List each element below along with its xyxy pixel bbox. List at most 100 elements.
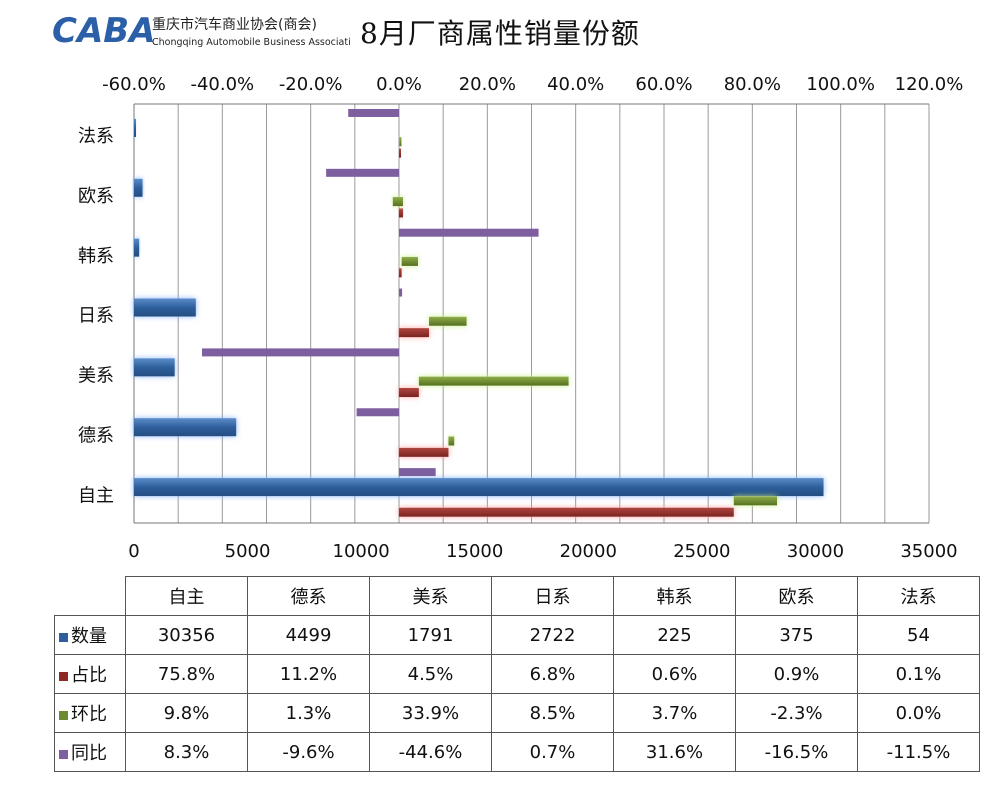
bar-同比-韩系 bbox=[399, 228, 539, 237]
table-row-label: 占比 bbox=[54, 654, 126, 694]
table-cell: 3.7% bbox=[613, 693, 736, 733]
bar-数量-韩系 bbox=[134, 238, 140, 257]
table-cell: 54 bbox=[857, 615, 980, 655]
table-row: 环比 9.8% 1.3% 33.9% 8.5% 3.7% -2.3% 0.0% bbox=[54, 693, 980, 733]
table-cell: 2722 bbox=[491, 615, 614, 655]
table-cell: -16.5% bbox=[735, 732, 858, 772]
table-cell: -11.5% bbox=[857, 732, 980, 772]
table-cell: 0.6% bbox=[613, 654, 736, 694]
category-label: 欧系 bbox=[78, 186, 114, 207]
grid-lines bbox=[133, 103, 930, 524]
table-cell: -2.3% bbox=[735, 693, 858, 733]
bar-占比-韩系 bbox=[399, 268, 402, 278]
top-axis-tick-label: 40.0% bbox=[547, 74, 604, 95]
bar-环比-德系 bbox=[448, 436, 455, 446]
bar-占比-德系 bbox=[399, 447, 449, 457]
table-row: 数量 30356 4499 1791 2722 225 375 54 bbox=[54, 615, 980, 655]
table-header-cell: 法系 bbox=[857, 576, 980, 616]
row-label-text: 占比 bbox=[71, 665, 107, 686]
logo-caba-text: CABA bbox=[52, 11, 156, 51]
table-cell: 31.6% bbox=[613, 732, 736, 772]
table-cell: 6.8% bbox=[491, 654, 614, 694]
table-cell: 33.9% bbox=[369, 693, 492, 733]
bottom-axis-tick-label: 5000 bbox=[225, 541, 271, 562]
bar-数量-美系 bbox=[134, 358, 175, 377]
category-label: 日系 bbox=[78, 306, 114, 327]
table-row-label: 数量 bbox=[54, 615, 126, 655]
table-cell: 0.1% bbox=[857, 654, 980, 694]
top-axis-tick-label: 0.0% bbox=[376, 74, 422, 95]
bar-环比-欧系 bbox=[392, 197, 403, 207]
table-header-cell: 韩系 bbox=[613, 576, 736, 616]
table-cell: 4499 bbox=[247, 615, 370, 655]
bar-同比-美系 bbox=[202, 348, 399, 357]
table-header-cell: 欧系 bbox=[735, 576, 858, 616]
table-header-cell: 美系 bbox=[369, 576, 492, 616]
table-row: 占比 75.8% 11.2% 4.5% 6.8% 0.6% 0.9% 0.1% bbox=[54, 654, 980, 694]
table-cell: -9.6% bbox=[247, 732, 370, 772]
bar-数量-法系 bbox=[134, 118, 136, 137]
table-cell: 8.5% bbox=[491, 693, 614, 733]
bar-同比-自主 bbox=[399, 468, 436, 477]
table-header-cell: 日系 bbox=[491, 576, 614, 616]
table-cell: 0.0% bbox=[857, 693, 980, 733]
bar-数量-日系 bbox=[134, 298, 196, 317]
bar-环比-自主 bbox=[733, 496, 778, 506]
logo-org-name-en: Chongqing Automobile Business Associatio… bbox=[152, 37, 350, 48]
table-cell: 375 bbox=[735, 615, 858, 655]
data-table-area: 自主 德系 美系 日系 韩系 欧系 法系 数量 30356 4499 1791 2722 225 375 5… bbox=[54, 576, 980, 772]
bar-占比-欧系 bbox=[399, 208, 403, 218]
table-row-label: 同比 bbox=[54, 732, 126, 772]
category-label: 美系 bbox=[78, 366, 114, 387]
top-axis-tick-label: -40.0% bbox=[190, 74, 254, 95]
caba-logo: CABA 重庆市汽车商业协会(商会) Chongqing Automobile … bbox=[50, 8, 363, 54]
legend-key-icon bbox=[59, 671, 68, 681]
legend-key-icon bbox=[59, 710, 68, 720]
bar-同比-法系 bbox=[348, 108, 399, 117]
bar-占比-日系 bbox=[399, 328, 430, 338]
table-cell: 1.3% bbox=[247, 693, 370, 733]
category-label: 韩系 bbox=[78, 246, 114, 267]
logo-org-name-cn: 重庆市汽车商业协会(商会) bbox=[152, 16, 317, 33]
caba-logo-mark: CABA 重庆市汽车商业协会(商会) Chongqing Automobile … bbox=[52, 11, 363, 51]
category-label: 德系 bbox=[78, 425, 114, 446]
top-axis-tick-label: 80.0% bbox=[724, 74, 781, 95]
bar-同比-日系 bbox=[399, 288, 403, 297]
axis-labels: -60.0% -40.0% -20.0% 0.0% 20.0% 40.0% 60.0% 80.… bbox=[78, 74, 963, 562]
table-corner-cell bbox=[54, 576, 126, 616]
table-cell: 1791 bbox=[369, 615, 492, 655]
bar-数量-自主 bbox=[134, 478, 824, 497]
table-cell: 8.3% bbox=[125, 732, 248, 772]
bottom-axis-tick-label: 25000 bbox=[673, 541, 730, 562]
bar-占比-自主 bbox=[399, 507, 734, 517]
chart-title: 8月厂商属性销量份额 bbox=[360, 17, 640, 50]
bar-环比-美系 bbox=[418, 376, 569, 386]
table-cell: 9.8% bbox=[125, 693, 248, 733]
table-cell: 0.9% bbox=[735, 654, 858, 694]
bar-数量-欧系 bbox=[134, 178, 143, 197]
bars bbox=[134, 108, 824, 517]
table-cell: 75.8% bbox=[125, 654, 248, 694]
top-axis-tick-label: -20.0% bbox=[279, 74, 343, 95]
row-label-text: 环比 bbox=[71, 704, 107, 725]
top-axis-tick-label: -60.0% bbox=[102, 74, 166, 95]
bottom-axis-tick-label: 20000 bbox=[560, 541, 617, 562]
legend-key-icon bbox=[59, 632, 68, 642]
bar-环比-韩系 bbox=[401, 256, 418, 266]
top-axis-tick-label: 120.0% bbox=[895, 74, 964, 95]
bottom-axis-tick-label: 35000 bbox=[900, 541, 957, 562]
table-cell: 225 bbox=[613, 615, 736, 655]
bottom-axis-tick-label: 30000 bbox=[787, 541, 844, 562]
bottom-axis-tick-label: 10000 bbox=[333, 541, 390, 562]
top-axis-tick-label: 100.0% bbox=[806, 74, 875, 95]
table-cell: 0.7% bbox=[491, 732, 614, 772]
table-cell: -44.6% bbox=[369, 732, 492, 772]
row-label-text: 同比 bbox=[71, 743, 107, 764]
row-label-text: 数量 bbox=[71, 626, 107, 647]
bottom-axis-tick-label: 15000 bbox=[446, 541, 503, 562]
bar-同比-德系 bbox=[356, 408, 399, 417]
bottom-axis-tick-label: 0 bbox=[128, 541, 139, 562]
top-axis-tick-label: 20.0% bbox=[459, 74, 516, 95]
table-cell: 11.2% bbox=[247, 654, 370, 694]
table-cell: 4.5% bbox=[369, 654, 492, 694]
